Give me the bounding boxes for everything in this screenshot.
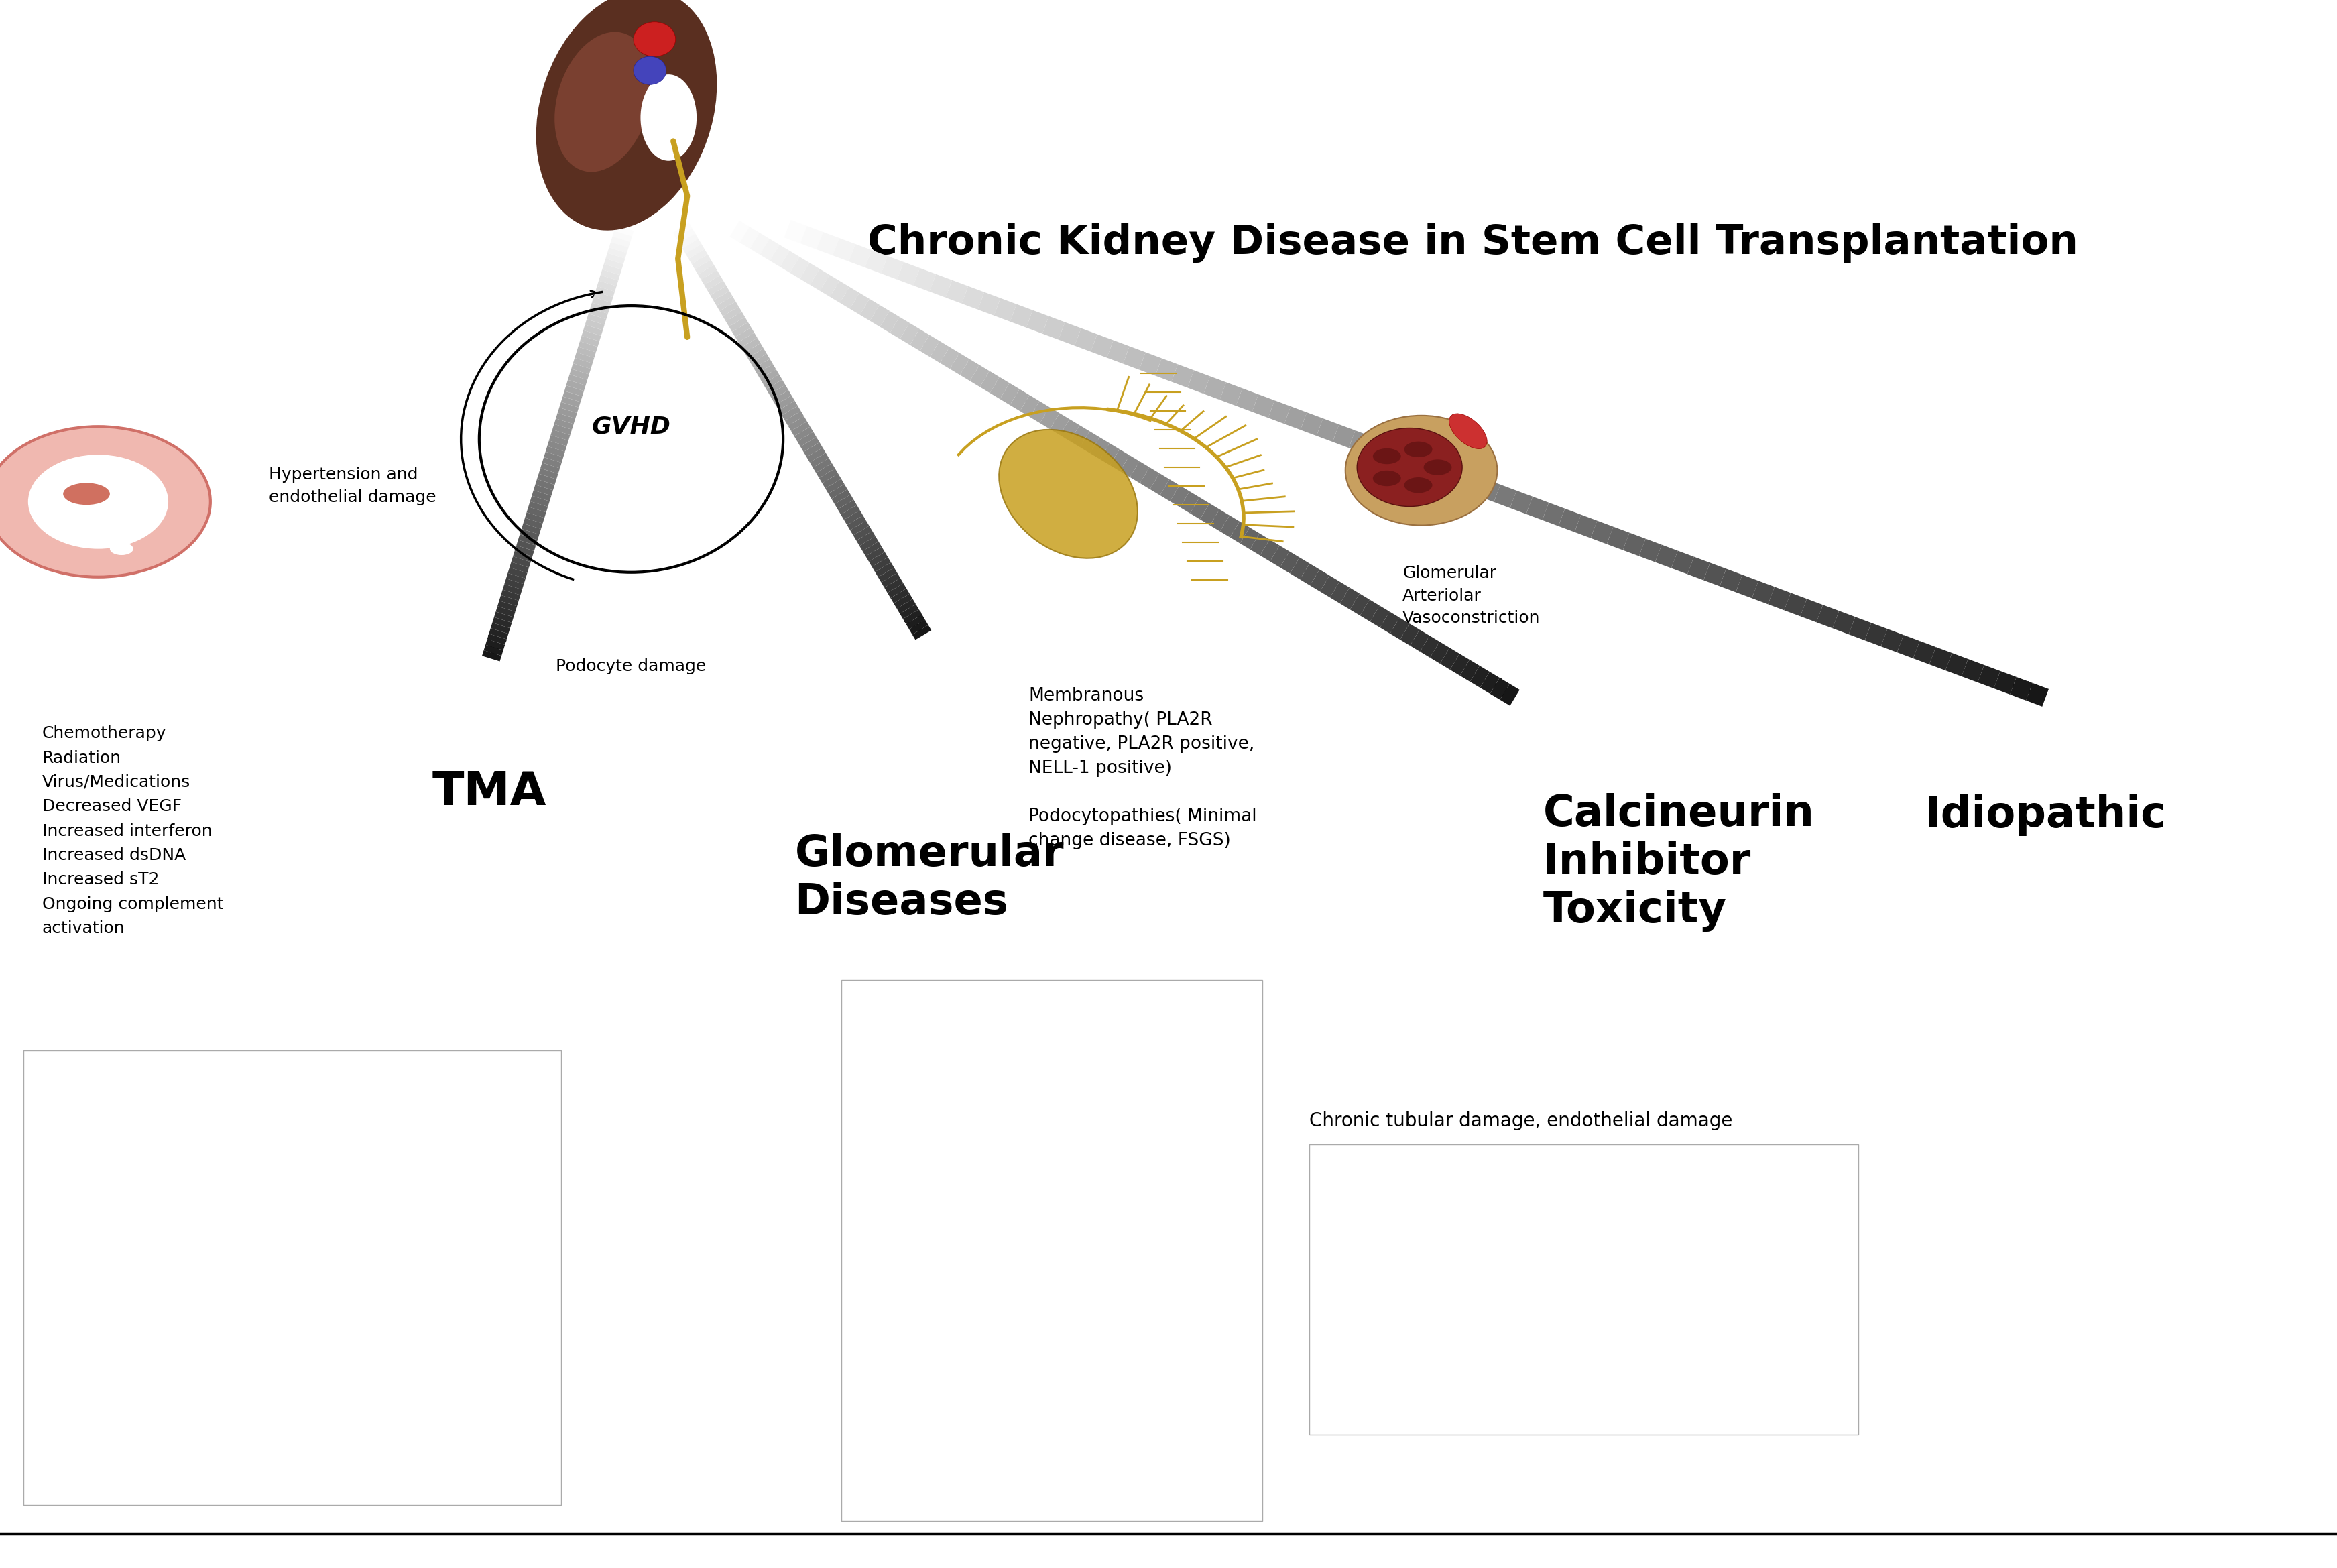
Text: TMA: TMA [432, 770, 547, 814]
Ellipse shape [554, 31, 652, 172]
Ellipse shape [535, 0, 717, 230]
Ellipse shape [1346, 416, 1496, 525]
Ellipse shape [633, 22, 675, 56]
Ellipse shape [1355, 428, 1463, 506]
Circle shape [28, 455, 168, 549]
FancyBboxPatch shape [1309, 1145, 1858, 1435]
Text: Chronic tubular damage, endothelial damage: Chronic tubular damage, endothelial dama… [1309, 1112, 1732, 1131]
FancyBboxPatch shape [841, 980, 1262, 1521]
Ellipse shape [1405, 477, 1433, 492]
Text: Hypertension and
endothelial damage: Hypertension and endothelial damage [269, 467, 437, 505]
Ellipse shape [1405, 442, 1433, 458]
Ellipse shape [633, 56, 666, 85]
Text: Chemotherapy
Radiation
Virus/Medications
Decreased VEGF
Increased interferon
Inc: Chemotherapy Radiation Virus/Medications… [42, 726, 224, 936]
Text: Glomerular
Arteriolar
Vasoconstriction: Glomerular Arteriolar Vasoconstriction [1402, 566, 1540, 626]
Ellipse shape [640, 74, 696, 162]
Text: Chronic Kidney Disease in Stem Cell Transplantation: Chronic Kidney Disease in Stem Cell Tran… [867, 223, 2078, 263]
Text: GVHD: GVHD [591, 416, 671, 437]
Text: Idiopathic: Idiopathic [1923, 795, 2166, 836]
Circle shape [0, 426, 210, 577]
Text: Glomerular
Diseases: Glomerular Diseases [795, 833, 1063, 924]
Text: Calcineurin
Inhibitor
Toxicity: Calcineurin Inhibitor Toxicity [1542, 793, 1814, 931]
Ellipse shape [1372, 448, 1400, 464]
Ellipse shape [110, 543, 133, 555]
FancyBboxPatch shape [23, 1051, 561, 1505]
Ellipse shape [998, 430, 1138, 558]
Ellipse shape [63, 483, 110, 505]
Ellipse shape [1449, 414, 1486, 448]
Ellipse shape [1423, 459, 1451, 475]
Text: Podocyte damage: Podocyte damage [556, 659, 706, 674]
Ellipse shape [1372, 470, 1400, 486]
Text: Membranous
Nephropathy( PLA2R
negative, PLA2R positive,
NELL-1 positive)

Podocy: Membranous Nephropathy( PLA2R negative, … [1028, 687, 1257, 850]
